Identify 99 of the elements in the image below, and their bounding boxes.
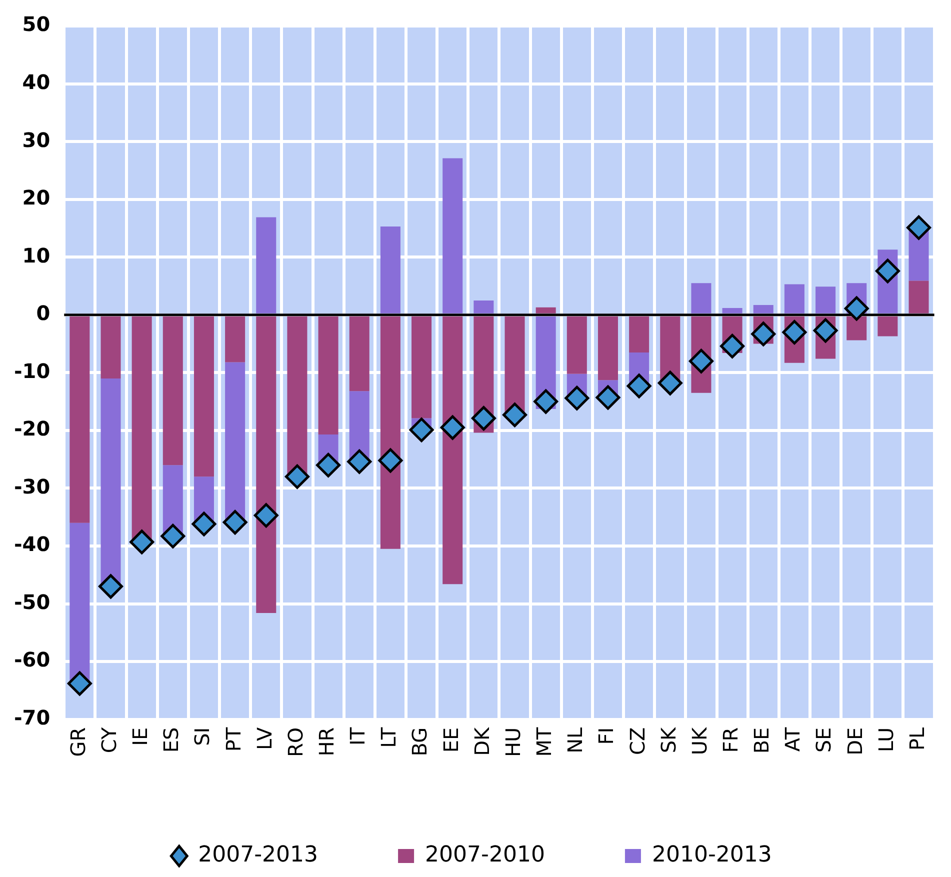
bar [442,158,463,314]
point [222,510,248,535]
y-tick-label: -50 [14,590,50,614]
bar [846,316,867,340]
x-tick-label: FI [594,727,618,745]
x-tick-label: LU [874,727,898,752]
bar [784,284,804,314]
bar [566,316,587,374]
point [751,322,776,346]
x-tick-label: GR [66,727,90,757]
bar [908,280,929,314]
point [160,524,186,548]
point [502,402,528,428]
bar [318,316,338,434]
bar [162,316,183,466]
bar [256,316,276,614]
bar [225,316,246,362]
x-tick-label: HU [500,727,525,758]
point [347,449,372,474]
point [192,512,216,536]
bar [442,316,463,584]
point [596,385,620,410]
point [626,374,652,398]
bar [629,316,650,352]
point [67,671,92,696]
y-tick-label: -70 [14,706,50,730]
point [284,464,310,489]
y-tick-label: 40 [22,70,50,94]
point [534,389,558,414]
legend-label: 2007-2010 [425,842,545,868]
legend-label: 2007-2013 [198,842,318,868]
bar [878,316,898,336]
point [688,348,714,374]
bar [380,316,400,549]
y-tick-label: 0 [36,301,50,326]
point [254,503,278,528]
bar [194,316,214,477]
x-tick-label: EE [438,727,463,753]
x-tick-label: DK [470,726,494,756]
bar [256,217,276,314]
x-tick-label: CZ [625,727,650,755]
point [906,215,932,240]
y-tick-label: 10 [22,243,50,268]
point [440,415,465,440]
x-tick-label: SK [656,726,680,754]
point [844,296,869,321]
y-tick-label: 50 [22,12,50,36]
point [98,574,123,599]
bar [536,307,556,314]
y-tick-label: -40 [14,532,50,556]
point [782,320,807,344]
x-tick-label: CY [96,726,121,754]
bar [691,283,712,314]
x-tick-label: DE [842,727,867,756]
x-tick-label: LT [376,726,401,748]
point [658,370,682,396]
x-tick-label: IE [128,727,152,746]
x-tick-label: FR [718,727,742,753]
x-tick-label: IT [346,726,370,746]
point [378,448,403,473]
point [875,258,900,284]
y-tick-label: 30 [22,128,50,152]
x-tick-label: NL [563,726,588,754]
y-tick-label: 20 [22,186,50,210]
x-tick-label: PL [904,726,929,751]
point [471,406,496,431]
x-tick-label: PT [221,726,246,752]
bar [412,316,432,418]
y-tick-label: -60 [14,648,50,672]
y-tick-label: -20 [14,416,50,441]
y-tick-label: -30 [14,474,50,498]
x-tick-label: ES [159,727,184,753]
x-tick-label: SE [812,727,836,753]
x-tick-label: RO [283,727,308,757]
x-tick-label: UK [687,726,712,756]
x-tick-label: AT [780,726,805,752]
x-tick-label: SI [190,727,214,746]
bar [753,305,774,314]
x-tick-label: HR [314,727,338,756]
bar [598,316,618,380]
bar [349,316,370,392]
bar [70,316,90,523]
point [316,452,341,478]
bar [474,300,494,314]
bar [722,308,742,314]
y-tick-label: -10 [14,358,50,383]
bar [380,226,400,314]
bar [816,286,836,314]
point [130,530,154,554]
legend-label: 2010-2013 [652,842,772,868]
x-tick-label: BE [750,727,774,754]
point [720,334,745,358]
bar [100,316,121,378]
x-tick-label: BG [408,727,432,756]
x-tick-label: MT [532,726,556,757]
x-tick-label: LV [252,727,276,750]
point [564,386,590,410]
point [813,318,838,343]
point [409,418,434,442]
